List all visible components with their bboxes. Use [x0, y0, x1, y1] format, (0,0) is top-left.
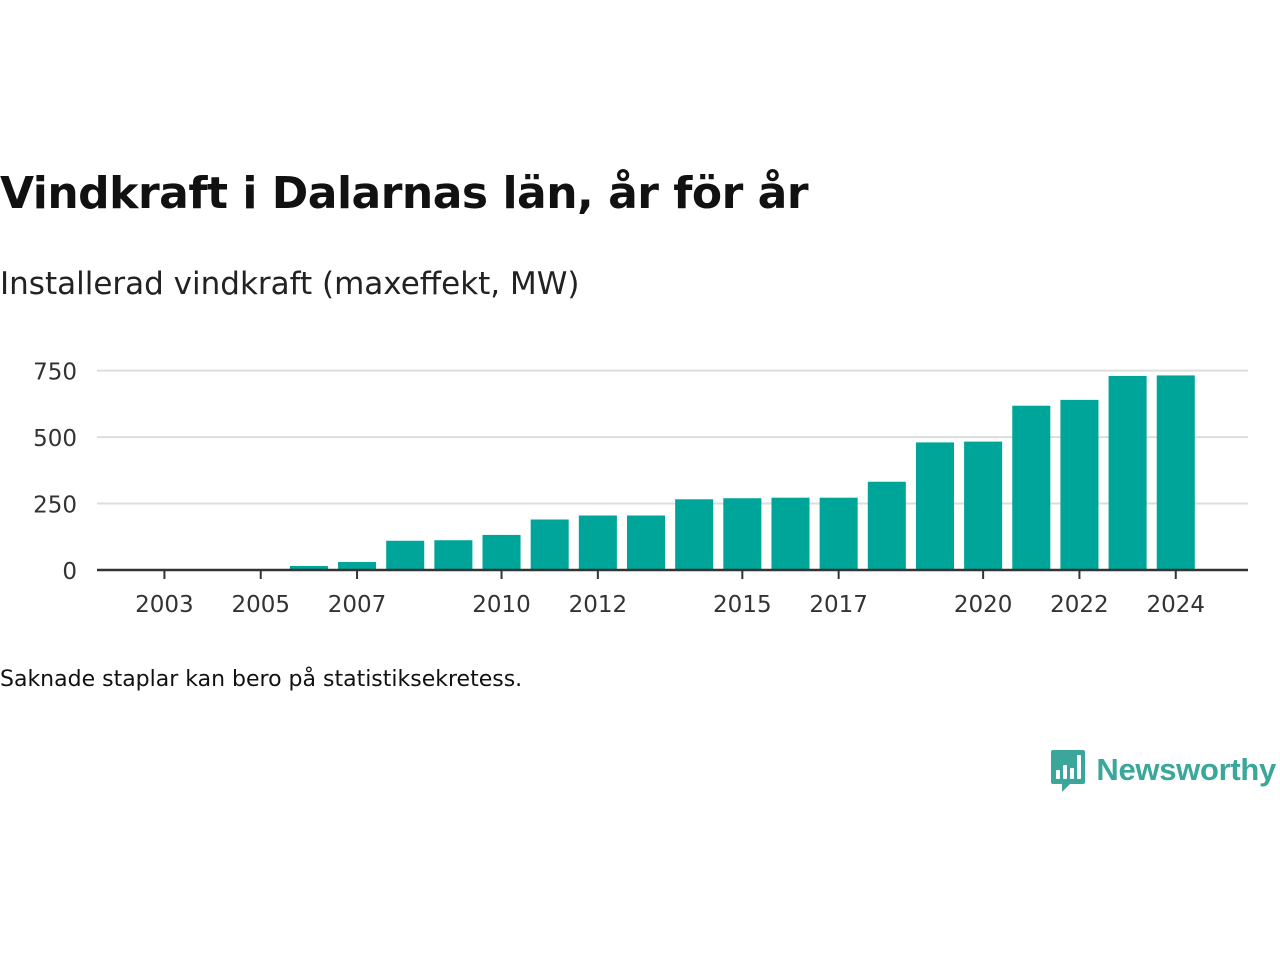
- x-tick-label: 2017: [809, 592, 868, 618]
- x-tick-label: 2003: [135, 592, 194, 618]
- chart-subtitle: Installerad vindkraft (maxeffekt, MW): [0, 266, 580, 302]
- y-tick-label: 750: [33, 360, 77, 386]
- bar-2007: [338, 562, 377, 570]
- bar-2011: [530, 519, 569, 570]
- bar-2013: [626, 515, 666, 570]
- x-tick-label: 2024: [1146, 592, 1205, 618]
- x-axis: [97, 568, 1248, 579]
- x-tick-label: 2015: [713, 592, 772, 618]
- bar-2009: [434, 540, 473, 570]
- bar-2016: [771, 497, 810, 570]
- bar-2019: [915, 442, 954, 570]
- bar-2021: [1012, 405, 1051, 570]
- footnote: Saknade staplar kan bero på statistiksek…: [0, 667, 523, 692]
- bar-2017: [819, 497, 858, 570]
- x-tick-label: 2005: [231, 592, 290, 618]
- x-tick-label: 2022: [1050, 592, 1109, 618]
- bar-chart-speech-bubble-icon: [1051, 750, 1086, 792]
- x-tick-label: 2020: [954, 592, 1013, 618]
- bar-2022: [1060, 399, 1099, 570]
- bar-2012: [578, 515, 617, 570]
- x-tick-label: 2010: [472, 592, 531, 618]
- bar-2020: [964, 441, 1003, 570]
- bar-2018: [867, 481, 906, 570]
- x-tick-labels: 2003 2005 2007 2010 2012 2015 2017 2020 2022 2024: [135, 592, 1205, 618]
- brand-logo: Newsworthy: [1050, 748, 1276, 792]
- chart-title: Vindkraft i Dalarnas län, år för år: [0, 168, 809, 219]
- x-tick-label: 2007: [328, 592, 387, 618]
- bar-2023: [1108, 375, 1147, 570]
- y-tick-labels: 0 250 500 750: [33, 360, 77, 585]
- bar-2014: [675, 499, 714, 570]
- bar-2024: [1156, 375, 1195, 570]
- bar-2010: [482, 534, 521, 570]
- y-tick-label: 0: [62, 559, 77, 585]
- y-tick-label: 250: [33, 493, 77, 519]
- bar-2006: [289, 566, 328, 570]
- grid-lines: [97, 369, 1248, 505]
- bar-2008: [386, 540, 425, 570]
- y-tick-label: 500: [33, 426, 77, 452]
- bar-2015: [723, 498, 762, 570]
- brand-name: Newsworthy: [1096, 752, 1276, 787]
- x-tick-label: 2012: [569, 592, 628, 618]
- bars: [289, 375, 1195, 570]
